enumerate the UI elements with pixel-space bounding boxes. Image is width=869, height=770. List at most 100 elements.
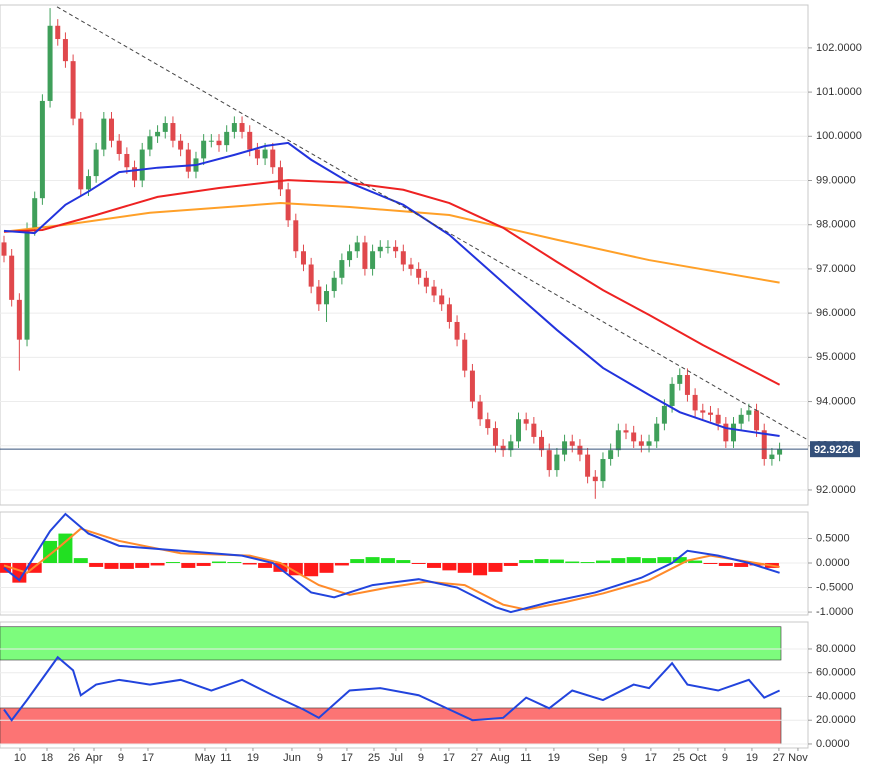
histogram-bar	[642, 558, 657, 564]
histogram-bar	[150, 563, 165, 566]
candle-body	[285, 189, 291, 221]
histogram-bar	[43, 540, 58, 564]
histogram-bar	[626, 557, 641, 564]
candle-body	[577, 445, 583, 455]
candle-body	[178, 140, 184, 150]
candle-body	[62, 39, 68, 62]
x-tick-label: 10	[14, 752, 26, 764]
histogram-bar	[73, 558, 88, 564]
candle-body	[761, 430, 767, 460]
histogram-bar	[288, 563, 303, 576]
candle-body	[139, 149, 145, 181]
x-tick-label: 17	[142, 752, 154, 764]
candle-body	[24, 229, 30, 340]
candle-body	[523, 419, 529, 424]
histogram-bar	[350, 559, 365, 564]
candle-body	[109, 118, 115, 141]
y-tick-label: 95.0000	[816, 351, 856, 363]
histogram-bar	[442, 563, 457, 571]
candle-body	[623, 430, 629, 433]
candle-body	[85, 176, 91, 190]
candle-body	[370, 251, 376, 269]
y-tick-label: 100.0000	[816, 130, 862, 142]
candle-body	[585, 454, 591, 477]
candle-body	[270, 149, 276, 168]
histogram-bar	[749, 563, 764, 566]
histogram-bar	[227, 562, 242, 564]
y-tick-label: 96.0000	[816, 307, 856, 319]
candle-body	[185, 149, 191, 172]
histogram-bar	[457, 563, 472, 573]
histogram-bar	[365, 557, 380, 564]
candle-body	[485, 419, 491, 429]
candle-body	[316, 286, 322, 305]
candle-body	[738, 414, 744, 424]
indicator-line	[3, 527, 780, 611]
histogram-bar	[396, 560, 411, 564]
candle-body	[247, 131, 253, 150]
candle-body	[554, 454, 560, 471]
candle-body	[562, 441, 568, 455]
candle-body	[638, 441, 644, 446]
histogram-bar	[611, 558, 626, 564]
x-tick-label: Apr	[85, 752, 102, 764]
histogram-bar	[58, 533, 73, 564]
candle-body	[262, 149, 268, 159]
x-tick-label: 9	[722, 752, 728, 764]
candle-body	[715, 414, 721, 424]
x-tick-label: Nov	[788, 752, 808, 764]
candle-body	[531, 423, 537, 437]
x-tick-label: Sep	[588, 752, 608, 764]
histogram-bar	[657, 557, 672, 564]
indicator-line	[3, 512, 780, 614]
candle-body	[600, 459, 606, 482]
histogram-bar	[718, 563, 733, 566]
histogram-bar	[319, 563, 334, 573]
histogram-bar	[519, 560, 534, 564]
candle-body	[416, 268, 422, 278]
x-tick-label: 18	[41, 752, 53, 764]
histogram-bar	[565, 561, 580, 564]
x-tick-label: 25	[673, 752, 685, 764]
x-tick-label: 11	[220, 752, 231, 764]
candle-body	[731, 423, 737, 442]
candle-body	[277, 167, 283, 190]
indicator-line	[3, 202, 780, 284]
candle-body	[492, 428, 498, 446]
rsi-zone	[0, 707, 782, 745]
price-panel-frame	[0, 4, 809, 506]
histogram-bar	[473, 563, 488, 576]
candle-body	[431, 286, 437, 296]
candle-body	[631, 432, 637, 442]
x-tick-label: 11	[520, 752, 531, 764]
candle-body	[300, 251, 306, 265]
candle-body	[162, 123, 168, 132]
candle-body	[47, 25, 53, 101]
candle-body	[500, 445, 506, 451]
candle-body	[324, 291, 330, 305]
candle-body	[93, 149, 99, 177]
histogram-bar	[242, 563, 257, 565]
candle-body	[462, 339, 468, 371]
candle-body	[700, 410, 706, 413]
y-tick-label: 40.0000	[816, 690, 856, 702]
candle-body	[677, 375, 683, 384]
candle-body	[308, 264, 314, 287]
indicator-line	[3, 141, 780, 438]
candle-body	[569, 441, 575, 446]
x-tick-label: 25	[368, 752, 380, 764]
indicator-line	[3, 179, 781, 386]
y-tick-label: 99.0000	[816, 174, 856, 186]
candle-body	[608, 450, 614, 460]
x-tick-label: 9	[418, 752, 424, 764]
histogram-bar	[580, 562, 595, 564]
last-price-box	[810, 441, 860, 458]
candle-body	[777, 449, 783, 455]
candle-body	[70, 61, 76, 119]
candle-body	[669, 383, 675, 406]
candle-body	[354, 242, 360, 252]
candle-body	[615, 430, 621, 451]
candle-body	[293, 220, 299, 252]
y-tick-label: 101.0000	[816, 86, 862, 98]
histogram-bar	[703, 563, 718, 564]
